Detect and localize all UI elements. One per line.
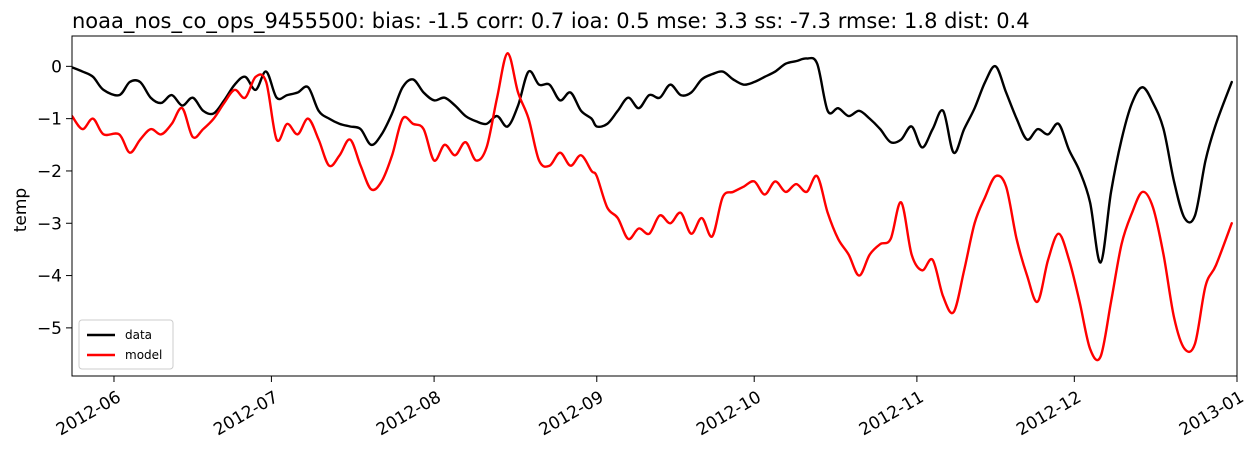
legend-box [78,319,174,370]
y-axis-label: temp [11,188,31,232]
x-tick-label: 2012-07 [210,387,282,440]
series-line-model [72,52,1233,362]
axes: 0 −1 −2 −3 −4 −5 2012-06 2012-07 2012-08 2012-09 2… [37,35,1245,440]
x-tick-label: 2013-01 [1176,387,1245,440]
y-tick-label: −3 [37,214,62,234]
y-tick-label: −4 [37,267,62,287]
legend-label-model: model [125,348,162,362]
y-tick-label: −5 [37,319,62,339]
y-tick-label: −2 [37,162,62,182]
x-tick-label: 2012-06 [53,387,125,440]
y-tick-label: −1 [37,110,62,130]
x-tick-label: 2012-08 [373,387,445,440]
x-tick-label: 2012-11 [856,387,928,440]
chart-title: noaa_nos_co_ops_9455500: bias: -1.5 corr… [72,9,1030,34]
legend: data model [78,319,174,370]
plot-frame [71,35,1238,377]
x-tick-label: 2012-09 [536,387,608,440]
x-tick-label: 2012-12 [1013,387,1085,440]
y-tick-label: 0 [51,57,62,77]
series-line-data [72,56,1233,264]
plot-area [72,52,1233,362]
x-tick-label: 2012-10 [693,387,765,440]
legend-label-data: data [125,328,152,342]
